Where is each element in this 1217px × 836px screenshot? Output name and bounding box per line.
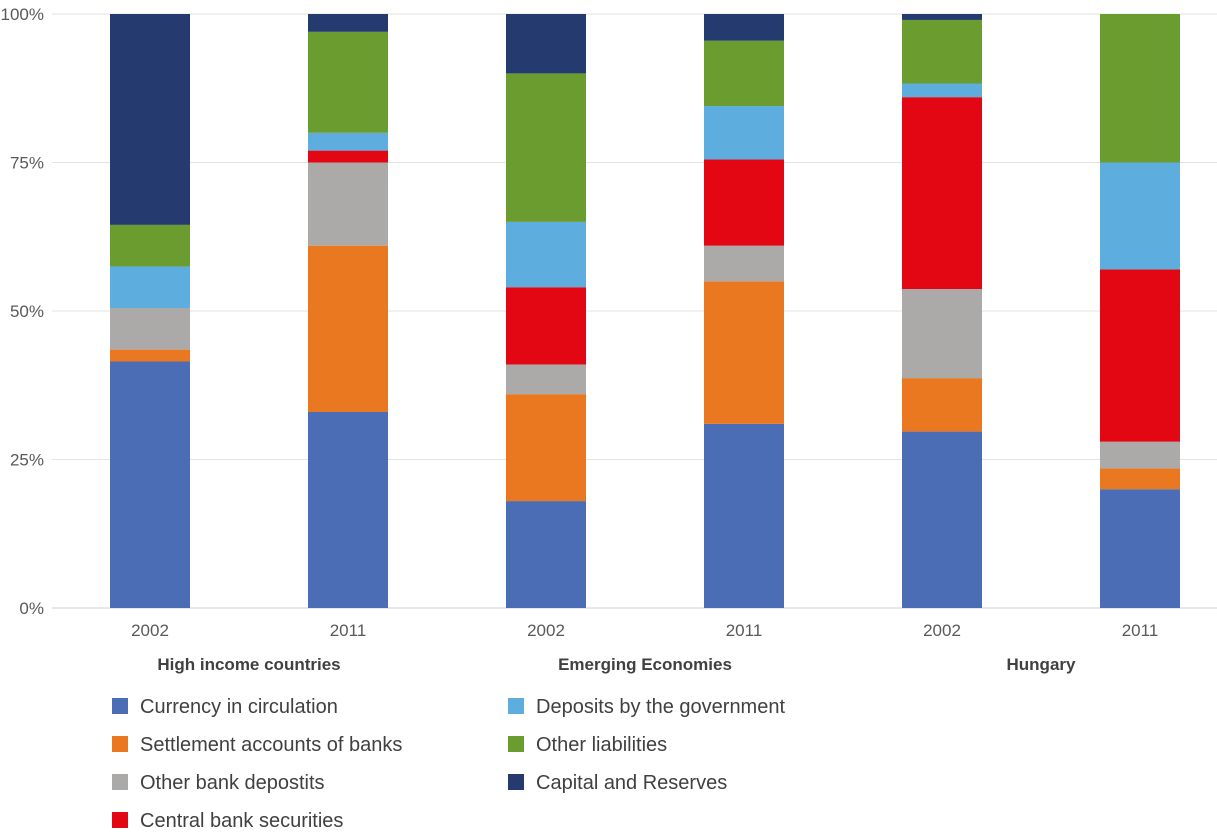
bars (110, 14, 1180, 608)
group-label: Emerging Economies (558, 655, 732, 674)
legend-swatch (112, 774, 128, 790)
legend-item: Other liabilities (508, 734, 667, 756)
bar-segment (704, 423, 784, 608)
bar-segment (308, 162, 388, 246)
bar-segment (1100, 162, 1180, 270)
bar-segment (110, 349, 190, 362)
legend-item: Settlement accounts of banks (112, 734, 402, 756)
x-tick-label: 2002 (923, 621, 961, 640)
bar-segment (902, 83, 982, 98)
bar-segment (1100, 468, 1180, 490)
gridlines (52, 13, 1217, 609)
legend-swatch (508, 774, 524, 790)
legend-item: Central bank securities (112, 810, 343, 832)
y-tick-label: 25% (10, 451, 44, 470)
bar-segment (308, 31, 388, 133)
bar-segment (506, 287, 586, 365)
bar-segment (902, 19, 982, 84)
legend-item: Capital and Reserves (508, 772, 727, 794)
bar-segment (308, 411, 388, 608)
bar-segment (110, 308, 190, 350)
legend-swatch (112, 812, 128, 828)
bar-segment (110, 266, 190, 309)
legend-label: Capital and Reserves (536, 772, 727, 794)
legend-swatch (112, 698, 128, 714)
legend-swatch (508, 736, 524, 752)
bar-segment (1100, 269, 1180, 442)
x-tick-label: 2011 (726, 621, 763, 640)
group-label: Hungary (1007, 655, 1077, 674)
bar-segment (110, 361, 190, 608)
bar-segment (902, 431, 982, 608)
bar-segment (308, 132, 388, 151)
bar-segment (704, 159, 784, 246)
group-label: High income countries (157, 655, 340, 674)
legend-label: Other bank depostits (140, 772, 325, 794)
bar-segment (110, 224, 190, 267)
x-tick-label: 2002 (527, 621, 565, 640)
legend-item: Currency in circulation (112, 696, 338, 718)
bar-segment (308, 14, 388, 32)
bar-segment (1100, 14, 1180, 163)
axes: 0% 25% 50% 75% 100% 2002 2011 2002 2011 2002 2011 H… (1, 5, 1159, 674)
bar-segment (704, 40, 784, 107)
bar-segment (308, 150, 388, 163)
bar-segment (506, 364, 586, 395)
bar-segment (1100, 441, 1180, 469)
bar-segment (110, 14, 190, 225)
bar-segment (902, 378, 982, 432)
bar-segment (506, 73, 586, 222)
legend-label: Deposits by the government (536, 696, 785, 718)
legend-label: Settlement accounts of banks (140, 734, 402, 756)
bar-segment (506, 501, 586, 608)
bar-segment (902, 97, 982, 290)
legend-item: Deposits by the government (508, 696, 785, 718)
y-tick-label: 100% (1, 5, 44, 24)
legend-item: Other bank depostits (112, 772, 325, 794)
x-tick-label: 2011 (330, 621, 367, 640)
bar-segment (704, 106, 784, 160)
y-tick-label: 50% (10, 302, 44, 321)
bar-segment (704, 245, 784, 282)
bar-segment (902, 289, 982, 379)
legend-swatch (112, 736, 128, 752)
bar-segment (506, 394, 586, 502)
y-tick-label: 75% (10, 154, 44, 173)
legend-label: Central bank securities (140, 810, 343, 832)
legend-label: Currency in circulation (140, 696, 338, 718)
bar-segment (704, 281, 784, 424)
legend: Currency in circulation Settlement accoun… (112, 696, 785, 832)
legend-swatch (508, 698, 524, 714)
bar-segment (308, 245, 388, 412)
legend-label: Other liabilities (536, 734, 667, 756)
bar-segment (704, 14, 784, 41)
x-tick-label: 2002 (131, 621, 169, 640)
bar-segment (506, 221, 586, 288)
bar-segment (902, 14, 982, 20)
x-tick-label: 2011 (1122, 621, 1159, 640)
bar-segment (1100, 489, 1180, 608)
bar-segment (506, 14, 586, 74)
y-tick-label: 0% (19, 599, 44, 618)
